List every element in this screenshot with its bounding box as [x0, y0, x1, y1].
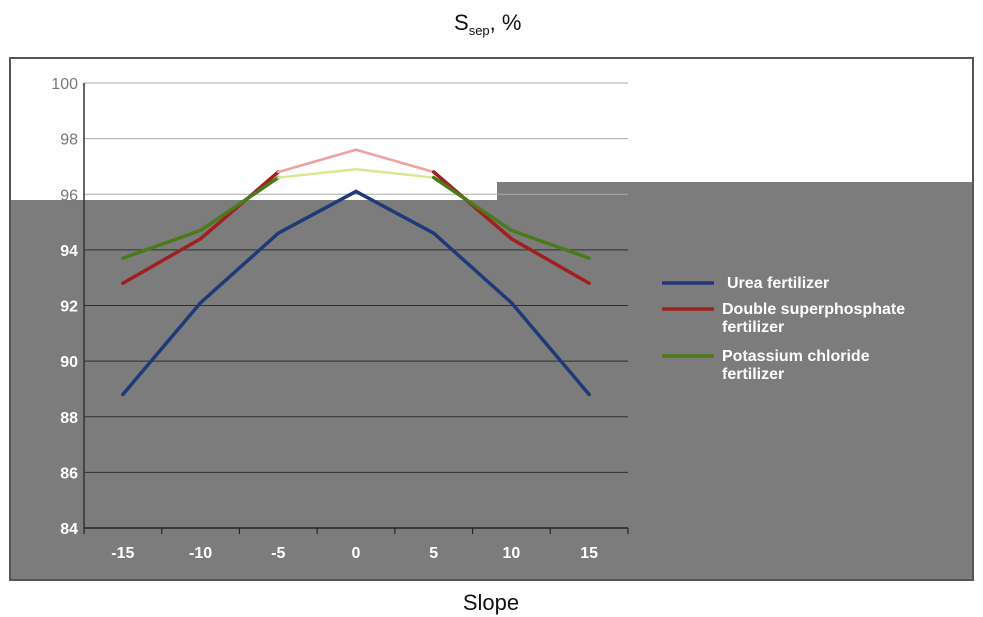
y-tick-label: 94 — [60, 243, 78, 260]
y-tick-label: 84 — [60, 521, 78, 538]
legend-label-line: Urea fertilizer — [727, 275, 829, 292]
axes — [83, 83, 629, 534]
y-tick-label: 100 — [51, 76, 78, 93]
x-tick-label: 15 — [580, 545, 598, 562]
y-tick-label: 88 — [60, 410, 78, 427]
legend-label-line: Potassium chloride — [722, 348, 870, 365]
y-tick-label: 86 — [60, 465, 78, 482]
x-tick-label: 5 — [429, 545, 438, 562]
series-segment — [509, 228, 591, 260]
series-segment — [277, 148, 358, 174]
y-axis-label: Ssep, % — [454, 10, 521, 38]
legend-label-line: fertilizer — [722, 366, 784, 383]
y-tick-label: 92 — [60, 299, 78, 316]
series-segment — [509, 237, 591, 285]
x-tick-label: -5 — [271, 545, 285, 562]
legend-label: Double superphosphate fertilizer — [722, 301, 905, 336]
y-tick-labels: 84 86 88 90 92 94 96 98 100 — [51, 76, 78, 538]
series-segment — [509, 300, 591, 397]
series-segment — [277, 167, 358, 179]
x-tick-label: -10 — [189, 545, 212, 562]
series-lines — [121, 148, 591, 397]
series-segment — [198, 231, 281, 305]
x-tick-label: 0 — [352, 545, 361, 562]
series-segment — [121, 237, 203, 285]
y-axis-label-subscript: sep — [469, 23, 490, 38]
series-segment — [121, 300, 203, 397]
legend-label-line: Double superphosphate — [722, 301, 905, 318]
x-axis-label: Slope — [463, 590, 519, 615]
y-axis-label-main: S — [454, 10, 469, 35]
x-tick-labels: -15 -10 -5 0 5 10 15 — [111, 545, 598, 562]
x-tick-label: -15 — [111, 545, 134, 562]
series-segment — [121, 228, 203, 260]
series-segment — [354, 148, 435, 174]
y-tick-label: 96 — [60, 187, 78, 204]
legend-label-line: fertilizer — [722, 319, 784, 336]
chart-shaded-region — [11, 182, 972, 579]
series-segment — [354, 189, 436, 235]
series-segment — [198, 175, 281, 233]
series-segment — [431, 175, 514, 233]
y-axis-label-unit: , % — [490, 10, 522, 35]
y-tick-label: 90 — [60, 354, 78, 371]
legend-label: Potassium chloride fertilizer — [722, 348, 870, 383]
series-segment — [431, 231, 514, 305]
series-segment — [354, 167, 435, 179]
legend-label: Urea fertilizer — [727, 275, 829, 292]
series-segment — [276, 189, 358, 235]
y-tick-label: 98 — [60, 132, 78, 149]
x-tick-label: 10 — [503, 545, 521, 562]
